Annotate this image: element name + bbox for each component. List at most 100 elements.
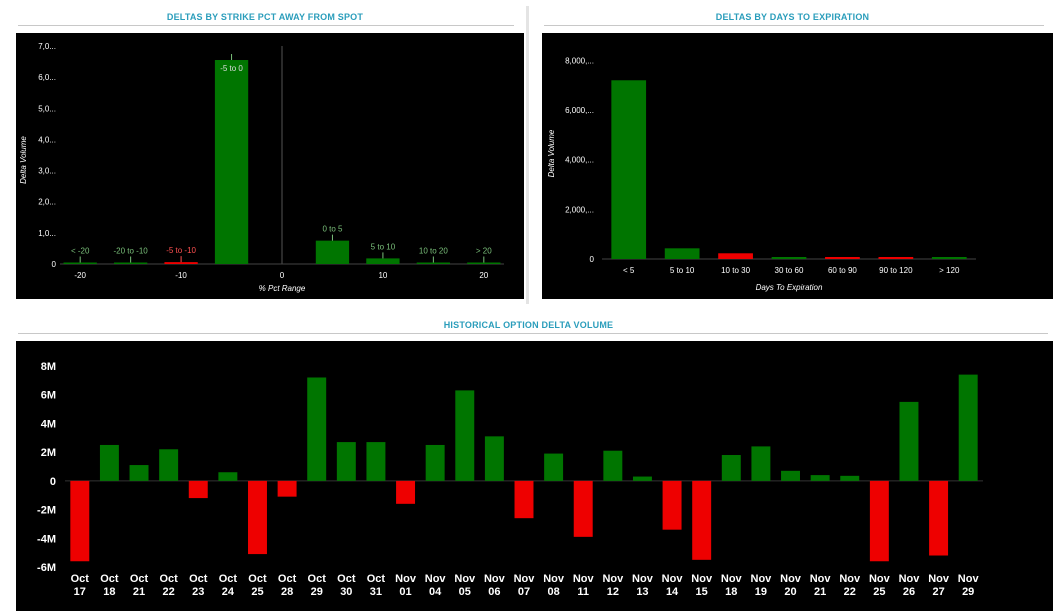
bar — [366, 442, 386, 481]
bar — [781, 470, 800, 481]
x-tick-label-month: Oct — [308, 573, 327, 585]
y-tick-label: 2,0... — [38, 198, 56, 207]
x-tick-label-month: Oct — [71, 573, 90, 585]
bar — [573, 480, 593, 537]
x-tick-label: -20 — [74, 271, 86, 280]
y-axis-title: Delta Volume — [19, 136, 28, 184]
y-axis-title: Delta Volume — [547, 129, 556, 177]
bar — [366, 258, 400, 264]
x-tick-label: 90 to 120 — [879, 266, 913, 275]
x-tick-label: 20 — [479, 271, 488, 280]
data-label: -5 to -10 — [166, 246, 196, 255]
x-tick-label: 60 to 90 — [828, 266, 857, 275]
bar — [603, 450, 623, 481]
bar — [315, 240, 350, 264]
y-tick-label: 6,0... — [38, 73, 56, 82]
data-label: -5 to 0 — [220, 64, 243, 73]
y-tick-label: 1,0... — [38, 229, 56, 238]
y-tick-label: 0 — [50, 476, 56, 488]
y-tick-label: 4M — [41, 418, 56, 430]
bar — [899, 401, 919, 481]
x-tick-label-day: 30 — [340, 586, 352, 598]
x-tick-label-day: 06 — [488, 586, 500, 598]
x-tick-label-day: 28 — [281, 586, 293, 598]
x-tick-label-day: 01 — [399, 586, 411, 598]
data-label: 10 to 20 — [419, 247, 448, 256]
x-tick-label-month: Nov — [869, 573, 891, 585]
x-tick-label-day: 14 — [666, 586, 679, 598]
x-tick-label: 5 to 10 — [670, 266, 695, 275]
x-tick-label-day: 07 — [518, 586, 530, 598]
x-tick-label-day: 24 — [222, 586, 235, 598]
x-axis-title: Days To Expiration — [756, 283, 823, 292]
bar — [869, 480, 889, 562]
x-tick-label: 10 to 30 — [721, 266, 750, 275]
x-tick-label-day: 29 — [962, 586, 974, 598]
bar — [878, 257, 914, 259]
x-tick-label-month: Nov — [662, 573, 684, 585]
y-tick-label: 3,0... — [38, 167, 56, 176]
bar — [248, 480, 267, 555]
x-tick-label-month: Nov — [899, 573, 921, 585]
y-tick-label: 8,000,... — [565, 56, 594, 65]
bar — [721, 455, 741, 481]
bar — [113, 262, 148, 264]
y-tick-label: -6M — [37, 562, 56, 574]
data-label: 5 to 10 — [371, 242, 396, 251]
bar — [396, 480, 416, 504]
x-tick-label-month: Nov — [514, 573, 536, 585]
x-tick-label-month: Oct — [159, 573, 178, 585]
bar — [99, 444, 119, 481]
y-tick-label: 4,000,... — [565, 156, 594, 165]
history-panel: HISTORICAL OPTION DELTA VOLUME -6M -4M -2M… — [4, 312, 1053, 611]
data-label: < -20 — [71, 247, 90, 256]
x-tick-label-day: 22 — [163, 586, 175, 598]
x-tick-label-month: Nov — [780, 573, 802, 585]
y-tick-label: 5,0... — [38, 104, 56, 113]
x-tick-label-day: 08 — [547, 586, 559, 598]
x-tick-label-month: Nov — [543, 573, 565, 585]
dte-chart-area: 0 2,000,... 4,000,... 6,000,... 8,000,... < 5… — [542, 33, 1053, 299]
bar — [929, 480, 949, 556]
data-label: 0 to 5 — [322, 225, 343, 234]
bar — [751, 446, 771, 481]
x-tick-label-month: Nov — [425, 573, 447, 585]
x-tick-label-month: Nov — [958, 573, 980, 585]
bar — [214, 60, 249, 265]
bar — [129, 465, 149, 481]
bar — [544, 453, 564, 481]
x-tick-label-month: Nov — [751, 573, 773, 585]
x-tick-label-day: 13 — [636, 586, 648, 598]
data-label: > 20 — [476, 247, 492, 256]
x-tick-label-month: Nov — [602, 573, 624, 585]
history-chart-area: -6M -4M -2M 0 2M 4M 6M 8M Oct 17 Oct 18 Oct 21 Oct 22 Oc… — [16, 341, 1053, 611]
x-tick-label-month: Oct — [367, 573, 386, 585]
x-tick-label-month: Nov — [632, 573, 654, 585]
x-tick-label-day: 12 — [607, 586, 619, 598]
bar — [277, 480, 297, 497]
y-tick-label: 0 — [52, 260, 57, 269]
dte-panel-rule — [544, 25, 1044, 26]
bar — [467, 262, 501, 264]
y-tick-label: -4M — [37, 533, 56, 545]
x-tick-label: 30 to 60 — [775, 266, 804, 275]
x-tick-label-month: Oct — [189, 573, 208, 585]
bar — [664, 248, 700, 259]
x-tick-label: -10 — [175, 271, 187, 280]
x-tick-label-day: 05 — [459, 586, 471, 598]
bar — [611, 80, 647, 259]
x-tick-label-day: 20 — [784, 586, 796, 598]
y-tick-label: 0 — [590, 255, 595, 264]
x-tick-label-month: Nov — [573, 573, 595, 585]
bar — [514, 480, 534, 519]
strike-panel: DELTAS BY STRIKE PCT AWAY FROM SPOT 0 1,0… — [4, 4, 526, 302]
bar — [70, 480, 90, 562]
history-panel-rule — [18, 333, 1048, 334]
x-tick-label-day: 11 — [577, 586, 589, 598]
dte-panel-title: DELTAS BY DAYS TO EXPIRATION — [715, 12, 870, 22]
x-tick-label-day: 18 — [725, 586, 737, 598]
strike-panel-shadow — [526, 6, 529, 304]
x-tick-label-day: 25 — [873, 586, 885, 598]
x-tick-label-month: Oct — [100, 573, 119, 585]
x-tick-label-day: 27 — [932, 586, 944, 598]
